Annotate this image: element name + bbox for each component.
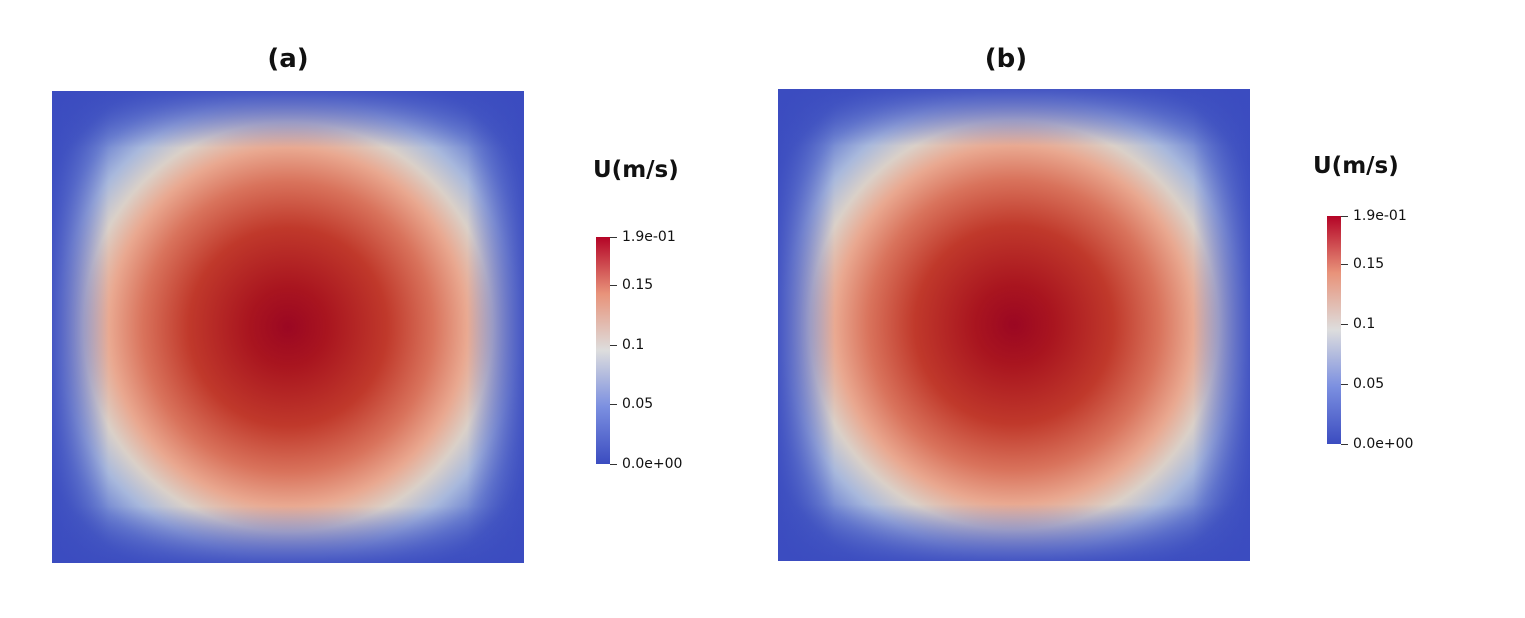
colorbar-tick-label: 1.9e-01	[1353, 208, 1407, 224]
panel-a-velocity-field	[52, 91, 524, 563]
colorbar-tick-label: 0.15	[1353, 256, 1385, 272]
panel-b-colorbar	[1327, 216, 1341, 444]
panel-a-colorbar	[596, 237, 610, 464]
colorbar-tick	[1341, 324, 1348, 325]
colorbar-tick	[610, 285, 617, 286]
panel-a-colorbar-title: U(m/s)	[593, 157, 679, 183]
colorbar-tick	[1341, 216, 1348, 217]
colorbar-tick	[1341, 264, 1348, 265]
panel-a-title: (a)	[267, 44, 309, 74]
colorbar-tick	[610, 404, 617, 405]
panel-a-field-svg	[52, 91, 524, 563]
panel-b-velocity-field	[778, 89, 1250, 561]
colorbar-tick	[610, 464, 617, 465]
colorbar-tick	[1341, 444, 1348, 445]
wall-boundary-shade	[778, 89, 1250, 561]
colorbar-tick	[1341, 384, 1348, 385]
colorbar-tick-label: 1.9e-01	[622, 229, 676, 245]
colorbar-tick-label: 0.1	[622, 337, 645, 353]
colorbar-tick	[610, 237, 617, 238]
panel-b-field-svg	[778, 89, 1250, 561]
colorbar-tick-label: 0.05	[1353, 376, 1385, 392]
colorbar-tick-label: 0.1	[1353, 316, 1376, 332]
colorbar-tick-label: 0.15	[622, 277, 654, 293]
colorbar-tick-label: 0.0e+00	[1353, 436, 1414, 452]
colorbar-tick	[610, 345, 617, 346]
colorbar-tick-label: 0.05	[622, 396, 654, 412]
wall-boundary-shade	[52, 91, 524, 563]
panel-b-title: (b)	[984, 44, 1028, 74]
colorbar-tick-label: 0.0e+00	[622, 456, 683, 472]
panel-b-colorbar-title: U(m/s)	[1313, 153, 1399, 179]
